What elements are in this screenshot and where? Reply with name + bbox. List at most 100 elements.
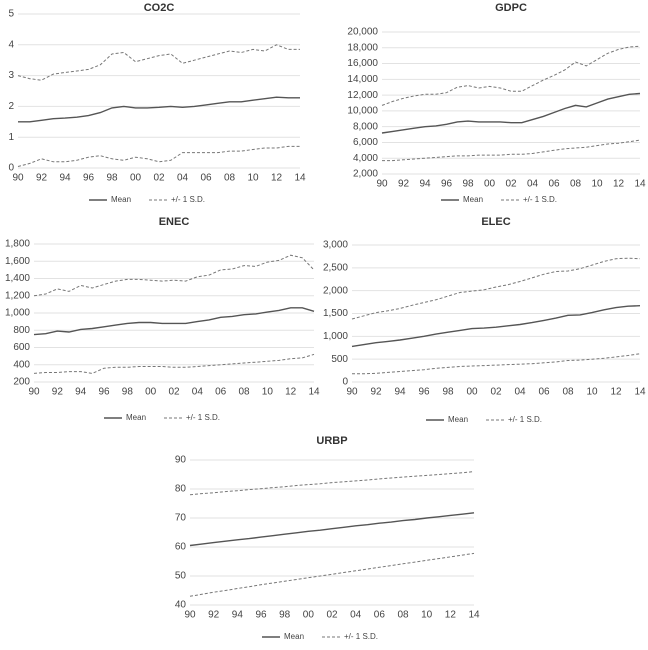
x-tick-label: 90 [28,387,40,398]
x-tick-label: 98 [106,173,118,184]
y-tick-label: 3 [8,70,14,81]
series-line [382,139,641,162]
y-tick-label: 18,000 [347,42,378,53]
y-tick-label: 800 [13,325,30,336]
y-tick-label: 3,000 [323,240,348,251]
chart-title: ENEC [159,216,190,228]
x-tick-label: 10 [421,610,433,621]
x-tick-label: 06 [538,387,550,398]
x-tick-label: 92 [52,387,64,398]
x-tick-label: 06 [215,387,227,398]
x-tick-label: 12 [445,610,457,621]
x-tick-label: 14 [634,387,646,398]
x-tick-label: 02 [326,610,338,621]
legend-label: +/- 1 S.D. [186,413,220,422]
y-tick-label: 1,000 [5,308,30,319]
legend-label: Mean [126,413,146,422]
y-tick-label: 600 [13,342,30,353]
x-tick-label: 04 [192,387,204,398]
y-tick-label: 1,600 [5,256,30,267]
y-tick-label: 400 [13,359,30,370]
x-tick-label: 08 [238,387,250,398]
x-tick-label: 12 [613,179,625,190]
y-tick-label: 2,000 [353,169,378,180]
series-line [17,44,300,81]
y-tick-label: 10,000 [347,106,378,117]
series-line [351,257,641,320]
x-tick-label: 06 [374,610,386,621]
y-tick-label: 16,000 [347,58,378,69]
y-tick-label: 1,000 [323,331,348,342]
x-tick-label: 08 [562,387,574,398]
x-tick-label: 98 [279,610,291,621]
x-tick-label: 10 [247,173,259,184]
x-tick-label: 08 [224,173,236,184]
x-tick-label: 14 [634,179,646,190]
y-tick-label: 1,800 [5,239,30,250]
y-tick-label: 0 [342,377,348,388]
x-tick-label: 14 [294,173,306,184]
x-tick-label: 94 [232,610,244,621]
x-tick-label: 90 [346,387,358,398]
x-tick-label: 90 [376,179,388,190]
series-line [381,92,641,134]
y-tick-label: 0 [8,163,14,174]
y-tick-label: 12,000 [347,90,378,101]
series-line [17,145,300,167]
y-tick-label: 4,000 [353,153,378,164]
series-line [189,512,475,547]
x-tick-label: 12 [271,173,283,184]
series-line [189,471,475,496]
x-tick-label: 04 [177,173,189,184]
y-tick-label: 2,000 [323,285,348,296]
series-line [352,353,641,375]
x-tick-label: 10 [586,387,598,398]
y-tick-label: 40 [175,600,187,611]
y-tick-label: 90 [175,455,187,466]
x-tick-label: 02 [168,387,180,398]
x-tick-label: 96 [441,179,453,190]
x-tick-label: 12 [610,387,622,398]
x-tick-label: 98 [122,387,134,398]
x-tick-label: 98 [442,387,454,398]
chart-title: ELEC [481,216,510,228]
legend-label: Mean [463,195,483,204]
chart-title: GDPC [495,2,527,14]
chart-title: URBP [316,435,347,447]
x-tick-label: 94 [394,387,406,398]
x-tick-label: 92 [398,179,410,190]
x-tick-label: 10 [262,387,274,398]
x-tick-label: 04 [350,610,362,621]
x-tick-label: 94 [419,179,431,190]
legend-label: Mean [284,632,304,641]
y-tick-label: 500 [331,354,348,365]
x-tick-label: 90 [12,173,24,184]
series-line [33,307,315,336]
y-tick-label: 14,000 [347,74,378,85]
legend-label: +/- 1 S.D. [171,195,205,204]
x-tick-label: 96 [418,387,430,398]
x-tick-label: 02 [505,179,517,190]
y-tick-label: 70 [175,513,187,524]
series-line [351,305,641,348]
x-tick-label: 98 [462,179,474,190]
x-tick-label: 92 [208,610,220,621]
y-tick-label: 50 [175,571,187,582]
x-tick-label: 00 [145,387,157,398]
series-line [18,96,300,123]
y-tick-label: 8,000 [353,121,378,132]
x-tick-label: 96 [98,387,110,398]
x-tick-label: 00 [484,179,496,190]
legend-label: +/- 1 S.D. [344,632,378,641]
x-tick-label: 96 [83,173,95,184]
x-tick-label: 94 [59,173,71,184]
x-tick-label: 08 [397,610,409,621]
y-tick-label: 2,500 [323,262,348,273]
legend-label: +/- 1 S.D. [523,195,557,204]
y-tick-label: 60 [175,542,187,553]
series-line [189,552,475,597]
chart-title: CO2C [144,2,175,14]
y-tick-label: 4 [8,39,14,50]
x-tick-label: 12 [285,387,297,398]
x-tick-label: 10 [591,179,603,190]
